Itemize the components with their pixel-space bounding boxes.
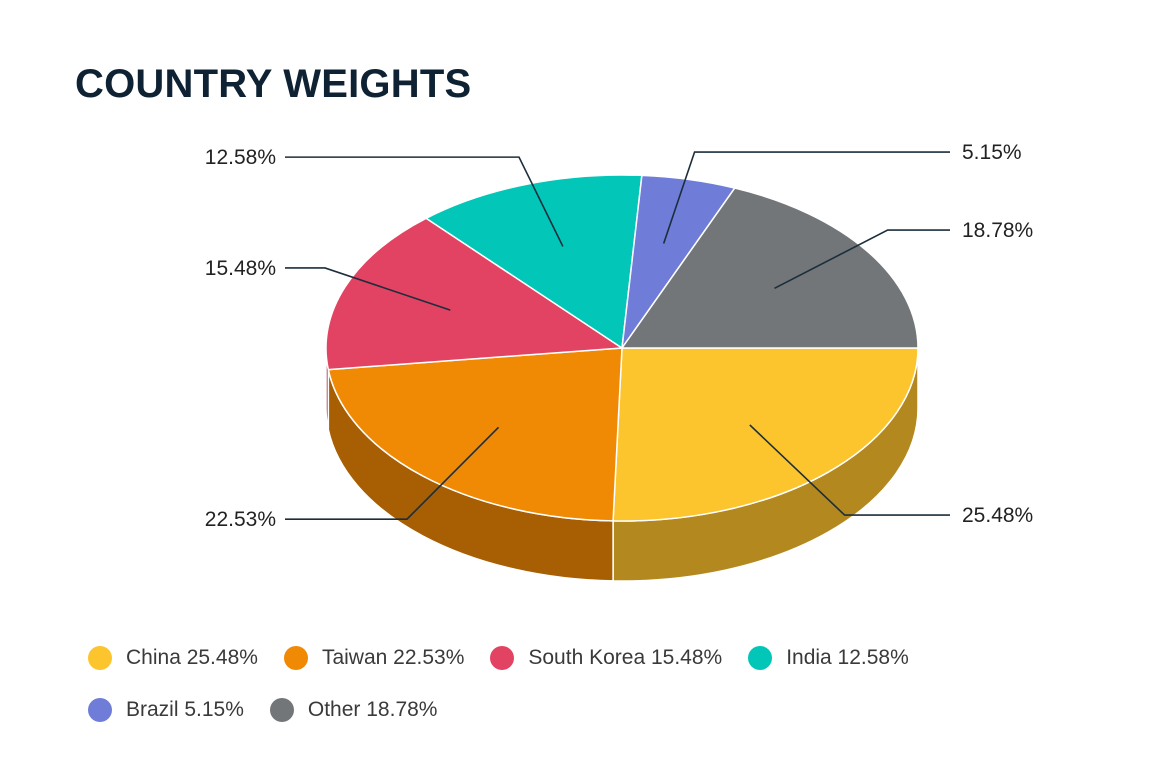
chart-title: COUNTRY WEIGHTS: [75, 62, 472, 106]
pie-slice-taiwan[interactable]: [327, 347, 623, 522]
legend-item-brazil[interactable]: Brazil 5.15%: [88, 698, 244, 722]
legend-item-taiwan[interactable]: Taiwan 22.53%: [283, 646, 465, 670]
legend-swatch: [88, 698, 112, 722]
pie-slice-south-korea[interactable]: [325, 217, 623, 371]
legend-row: China 25.48% Taiwan 22.53% South Korea 15.…: [88, 640, 1088, 676]
legend-swatch: [269, 698, 294, 722]
legend-label: Brazil 5.15%: [126, 698, 244, 721]
leader-line-other: [774, 229, 950, 290]
legend-swatch: [283, 646, 308, 670]
data-label-south-korea: 15.48%: [205, 257, 276, 280]
data-label-brazil: 5.15%: [962, 141, 1022, 164]
legend-item-china[interactable]: China 25.48%: [88, 646, 258, 670]
legend-label: Taiwan 22.53%: [321, 646, 465, 669]
legend-label: South Korea 15.48%: [528, 646, 723, 669]
pie-chart: 25.48% 22.53% 15.48% 12.58% 5.15% 18.78%: [205, 141, 1033, 582]
pie-slice-china[interactable]: [612, 347, 919, 522]
chart-legend: China 25.48% Taiwan 22.53% South Korea 15.…: [88, 640, 1088, 744]
leader-line-taiwan: [285, 426, 500, 521]
legend-swatch: [748, 646, 773, 670]
pie-slice-other[interactable]: [621, 187, 919, 349]
pie-slice-india[interactable]: [425, 174, 643, 349]
leader-line-china: [749, 424, 950, 516]
leader-line-india: [285, 156, 564, 247]
legend-item-other[interactable]: Other 18.78%: [269, 698, 438, 722]
pie-top-faces: [325, 174, 919, 522]
legend-label: Other 18.78%: [307, 698, 438, 721]
data-label-taiwan: 22.53%: [205, 508, 276, 531]
legend-label: China 25.48%: [126, 646, 258, 669]
legend-swatch: [88, 646, 112, 670]
leader-line-brazil: [662, 151, 950, 244]
pie-data-labels: 25.48% 22.53% 15.48% 12.58% 5.15% 18.78%: [205, 141, 1033, 531]
legend-swatch: [490, 646, 515, 670]
legend-item-india[interactable]: India 12.58%: [748, 646, 909, 670]
leader-line-south-korea: [285, 267, 451, 311]
legend-row: Brazil 5.15% Other 18.78%: [88, 692, 1088, 728]
legend-item-south-korea[interactable]: South Korea 15.48%: [490, 646, 722, 670]
data-label-other: 18.78%: [962, 219, 1033, 242]
data-label-india: 12.58%: [205, 146, 276, 169]
data-label-china: 25.48%: [962, 504, 1033, 527]
legend-label: India 12.58%: [786, 646, 909, 669]
